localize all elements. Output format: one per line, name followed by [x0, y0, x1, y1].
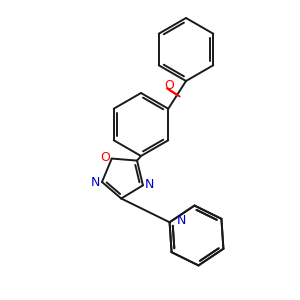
Text: O: O: [165, 80, 175, 92]
Text: N: N: [177, 214, 187, 227]
Text: O: O: [100, 152, 110, 164]
Text: N: N: [145, 178, 154, 191]
Text: N: N: [91, 176, 100, 189]
